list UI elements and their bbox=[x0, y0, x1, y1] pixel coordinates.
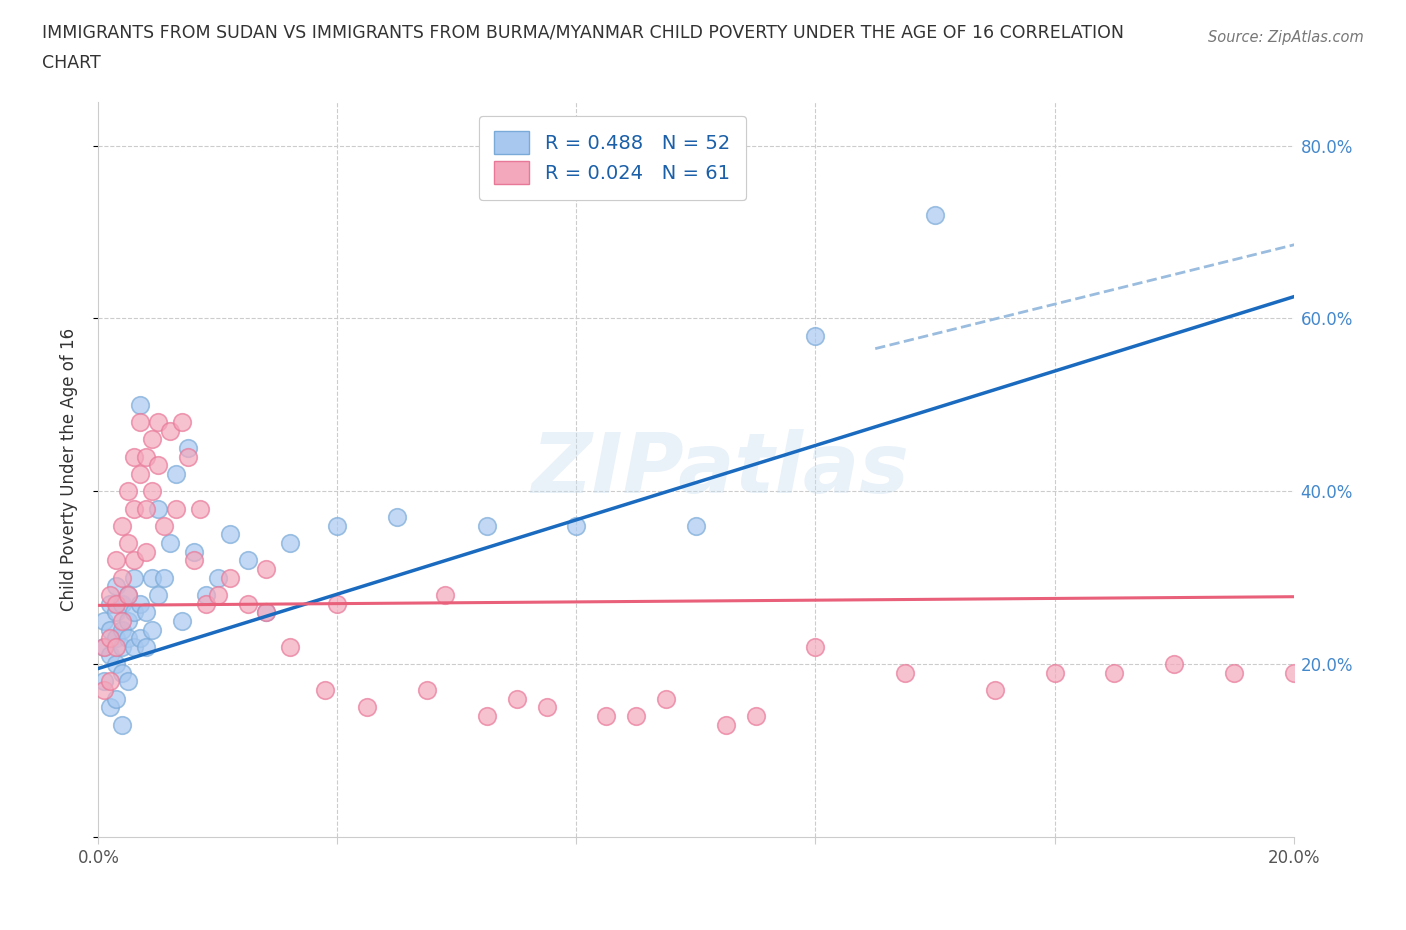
Point bbox=[117, 631, 139, 645]
Point bbox=[98, 700, 122, 715]
Point bbox=[506, 691, 529, 706]
Point bbox=[98, 596, 122, 611]
Point bbox=[326, 596, 349, 611]
Point bbox=[129, 596, 152, 611]
Point bbox=[111, 717, 134, 732]
Point bbox=[159, 536, 181, 551]
Y-axis label: Child Poverty Under the Age of 16: Child Poverty Under the Age of 16 bbox=[59, 328, 77, 611]
Point bbox=[434, 588, 457, 603]
Point bbox=[117, 614, 139, 629]
Point bbox=[1223, 665, 1246, 680]
Point bbox=[105, 596, 128, 611]
Point bbox=[475, 518, 498, 533]
Point bbox=[655, 691, 678, 706]
Point bbox=[183, 544, 205, 559]
Point bbox=[129, 415, 152, 430]
Point bbox=[219, 570, 242, 585]
Point bbox=[111, 596, 134, 611]
Point bbox=[135, 449, 157, 464]
Point bbox=[93, 614, 115, 629]
Point bbox=[105, 578, 128, 593]
Point bbox=[111, 570, 134, 585]
Point bbox=[124, 640, 146, 655]
Point bbox=[98, 674, 122, 689]
Point bbox=[124, 449, 146, 464]
Point bbox=[93, 674, 115, 689]
Point bbox=[1163, 657, 1185, 671]
Point bbox=[385, 510, 409, 525]
Point bbox=[207, 588, 229, 603]
Point bbox=[117, 588, 139, 603]
Point bbox=[148, 501, 170, 516]
Point bbox=[129, 631, 152, 645]
Point bbox=[93, 683, 115, 698]
Point bbox=[117, 484, 139, 498]
Point bbox=[745, 709, 768, 724]
Point bbox=[117, 588, 139, 603]
Point bbox=[254, 604, 277, 619]
Point bbox=[565, 518, 588, 533]
Point bbox=[536, 700, 558, 715]
Legend: R = 0.488   N = 52, R = 0.024   N = 61: R = 0.488 N = 52, R = 0.024 N = 61 bbox=[479, 115, 745, 200]
Point bbox=[177, 441, 200, 456]
Point bbox=[236, 596, 259, 611]
Point bbox=[475, 709, 498, 724]
Point bbox=[924, 207, 946, 222]
Point bbox=[141, 622, 163, 637]
Point bbox=[129, 467, 152, 482]
Point bbox=[141, 484, 163, 498]
Point bbox=[804, 328, 827, 343]
Point bbox=[153, 570, 176, 585]
Point bbox=[685, 518, 707, 533]
Text: Source: ZipAtlas.com: Source: ZipAtlas.com bbox=[1208, 30, 1364, 45]
Point bbox=[195, 596, 218, 611]
Point bbox=[148, 458, 170, 472]
Point bbox=[135, 501, 157, 516]
Point bbox=[1104, 665, 1126, 680]
Point bbox=[117, 674, 139, 689]
Point bbox=[148, 415, 170, 430]
Point bbox=[111, 518, 134, 533]
Point bbox=[135, 604, 157, 619]
Point bbox=[124, 570, 146, 585]
Point bbox=[111, 622, 134, 637]
Point bbox=[105, 631, 128, 645]
Point bbox=[1043, 665, 1066, 680]
Point bbox=[278, 536, 301, 551]
Point bbox=[111, 640, 134, 655]
Point bbox=[105, 691, 128, 706]
Point bbox=[626, 709, 648, 724]
Point bbox=[153, 518, 176, 533]
Point bbox=[804, 640, 827, 655]
Point bbox=[124, 501, 146, 516]
Text: ZIPatlas: ZIPatlas bbox=[531, 429, 908, 511]
Point bbox=[207, 570, 229, 585]
Point bbox=[111, 614, 134, 629]
Text: IMMIGRANTS FROM SUDAN VS IMMIGRANTS FROM BURMA/MYANMAR CHILD POVERTY UNDER THE A: IMMIGRANTS FROM SUDAN VS IMMIGRANTS FROM… bbox=[42, 23, 1125, 41]
Point bbox=[124, 553, 146, 568]
Point bbox=[105, 553, 128, 568]
Point bbox=[141, 432, 163, 446]
Point bbox=[93, 640, 115, 655]
Point bbox=[165, 501, 187, 516]
Point bbox=[117, 536, 139, 551]
Point bbox=[315, 683, 337, 698]
Point bbox=[98, 622, 122, 637]
Point bbox=[278, 640, 301, 655]
Point bbox=[141, 570, 163, 585]
Point bbox=[135, 640, 157, 655]
Point bbox=[236, 553, 259, 568]
Point bbox=[129, 397, 152, 412]
Point bbox=[93, 640, 115, 655]
Point bbox=[159, 423, 181, 438]
Point bbox=[165, 467, 187, 482]
Point bbox=[98, 588, 122, 603]
Point bbox=[98, 648, 122, 663]
Point bbox=[111, 665, 134, 680]
Point bbox=[183, 553, 205, 568]
Point bbox=[894, 665, 917, 680]
Point bbox=[595, 709, 617, 724]
Point bbox=[416, 683, 439, 698]
Point bbox=[124, 604, 146, 619]
